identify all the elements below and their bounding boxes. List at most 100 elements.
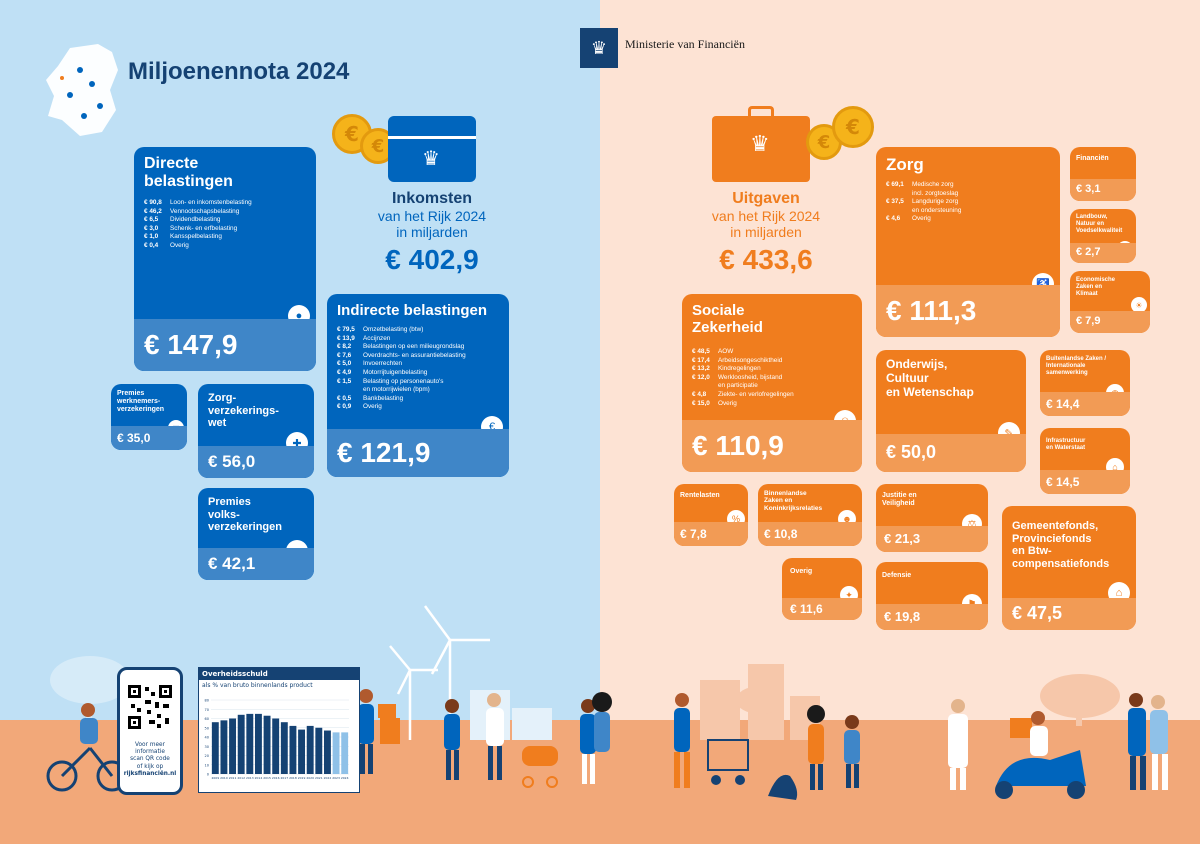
card-title: en Wetenschap <box>886 384 974 399</box>
card-title: verzekeringen <box>117 406 165 414</box>
y-tick-label: 60 <box>205 717 209 721</box>
card-title: Gemeentefonds, <box>1012 520 1099 532</box>
card-title: Zorg <box>886 155 924 174</box>
x-tick-label: 2016 <box>272 776 280 780</box>
debt-chart: Overheidsschuld als % van bruto binnenla… <box>198 667 360 793</box>
card-binnenlandse-zaken: Binnenlandse Zaken en Koninkrijksrelatie… <box>758 484 862 546</box>
card-title: Financiën <box>1076 155 1109 162</box>
card-value: € 10,8 <box>764 527 798 541</box>
chart-bar <box>289 725 297 774</box>
expenses-subtitle-2: in miljarden <box>730 224 802 240</box>
card-title: Premies <box>117 390 145 397</box>
treasure-chest-icon: ♛ <box>388 116 476 182</box>
card-title: Overig <box>790 568 813 575</box>
card-zorgverzekeringswet: Zorg- verzekerings- wet ✚ € 56,0 <box>198 384 314 478</box>
card-value: € 19,8 <box>884 609 921 624</box>
card-zorg: Zorg € 69,1 Medische zorg incl. zorgtoesl… <box>876 147 1060 337</box>
chart-bar <box>306 725 314 774</box>
card-value: € 110,9 <box>692 430 784 461</box>
chart-subtitle: als % van bruto binnenlands product <box>202 682 313 689</box>
card-title: wet <box>208 417 227 430</box>
card-title: Economische <box>1076 277 1116 283</box>
street-scene-illustration <box>46 605 1168 800</box>
income-subtitle-2: in miljarden <box>396 224 468 240</box>
card-title: Onderwijs, <box>886 357 948 371</box>
card-title: Cultuur <box>886 370 929 385</box>
page-title: Miljoenennota 2024 <box>128 58 350 85</box>
card-value: € 3,1 <box>1076 183 1101 195</box>
chart-bar <box>237 714 245 774</box>
chart-bar <box>332 732 340 774</box>
card-value: € 14,4 <box>1046 397 1080 411</box>
card-value: € 111,3 <box>886 295 977 326</box>
crest-logo-icon: ♛ <box>580 28 618 68</box>
card-title: Provinciefonds <box>1012 532 1092 545</box>
qr-code-phone[interactable]: Voor meer informatie scan QR code of kij… <box>117 667 183 795</box>
y-tick-label: 70 <box>205 708 209 712</box>
card-value: € 2,7 <box>1076 246 1101 258</box>
card-title: compensatiefonds <box>1012 557 1110 570</box>
card-title: verzekeringen <box>208 521 282 534</box>
x-tick-label: 2018 <box>289 776 297 780</box>
card-title: Rentelasten <box>680 492 720 499</box>
y-tick-label: 0 <box>207 773 209 777</box>
qr-text: of kijk op <box>136 763 164 770</box>
card-defensie: Defensie ⚑ € 19,8 <box>876 562 988 630</box>
card-value: € 21,3 <box>884 531 921 546</box>
card-title: Binnenlandse <box>764 490 807 497</box>
card-value: € 35,0 <box>117 431 151 445</box>
expenses-title: Uitgaven <box>732 190 800 207</box>
chart-bar <box>263 715 271 774</box>
chart-bar <box>315 727 323 774</box>
card-value: € 56,0 <box>208 452 256 471</box>
card-title: en Btw- <box>1012 545 1052 558</box>
chart-bar <box>280 722 288 774</box>
y-tick-label: 40 <box>205 736 209 740</box>
card-directe-belastingen: Directe belastingen € 90,8 Loon- en inkom… <box>134 147 316 371</box>
card-title: Defensie <box>882 572 912 579</box>
qr-text: informatie <box>135 749 165 756</box>
card-value: € 7,9 <box>1076 315 1101 327</box>
chart-bar <box>229 718 237 774</box>
card-title: Indirecte belastingen <box>337 302 488 319</box>
card-value: € 47,5 <box>1012 603 1063 623</box>
card-value: € 42,1 <box>208 554 256 573</box>
chart-bar <box>341 732 349 774</box>
card-title: Premies <box>208 496 251 508</box>
card-indirecte-belastingen: Indirecte belastingen € 79,5 Omzetbelasti… <box>327 294 509 477</box>
netherlands-map-icon <box>46 44 118 136</box>
card-title: Klimaat <box>1076 290 1098 297</box>
x-tick-label: 2023 <box>332 776 340 780</box>
item-list: € 90,8 Loon- en inkomstenbelasting € 46,2… <box>144 199 252 249</box>
qr-code-icon[interactable] <box>127 684 173 730</box>
x-tick-label: 2021 <box>315 776 323 780</box>
card-title: Zorg- <box>208 392 237 404</box>
qr-text: Voor meer <box>135 742 165 748</box>
card-title: Internationale <box>1046 362 1086 369</box>
card-value: € 50,0 <box>886 442 937 462</box>
card-value: € 7,8 <box>680 527 707 541</box>
y-tick-label: 20 <box>205 754 209 758</box>
qr-link[interactable]: rijksfinanciën.nl <box>123 770 177 777</box>
x-tick-label: 2017 <box>280 776 288 780</box>
card-title: Voedselkwaliteit <box>1076 227 1123 234</box>
card-title: Zaken en <box>764 497 793 505</box>
card-title: Landbouw, <box>1076 214 1108 220</box>
chart-bar <box>298 729 306 774</box>
card-title: Justitie en <box>882 492 917 499</box>
card-title: Natuur en <box>1076 220 1105 227</box>
y-tick-label: 50 <box>205 726 209 730</box>
card-title: Zaken en <box>1076 283 1103 290</box>
card-value: € 14,5 <box>1046 475 1080 489</box>
card-gemeentefonds: Gemeentefonds, Provinciefonds en Btw- co… <box>1002 506 1136 630</box>
y-tick-label: 30 <box>205 745 209 749</box>
card-title: en Waterstaat <box>1046 444 1086 451</box>
card-title: samenwerking <box>1046 369 1088 376</box>
card-title: werknemers- <box>117 398 161 406</box>
card-title: Zekerheid <box>692 319 763 337</box>
card-justitie: Justitie en Veiligheid ⚖ € 21,3 <box>876 484 988 552</box>
chart-bar <box>254 713 262 774</box>
x-tick-label: 2014 <box>255 776 263 780</box>
item-list: € 79,5 Omzetbelasting (btw) € 13,9 Accijnz… <box>337 326 466 411</box>
